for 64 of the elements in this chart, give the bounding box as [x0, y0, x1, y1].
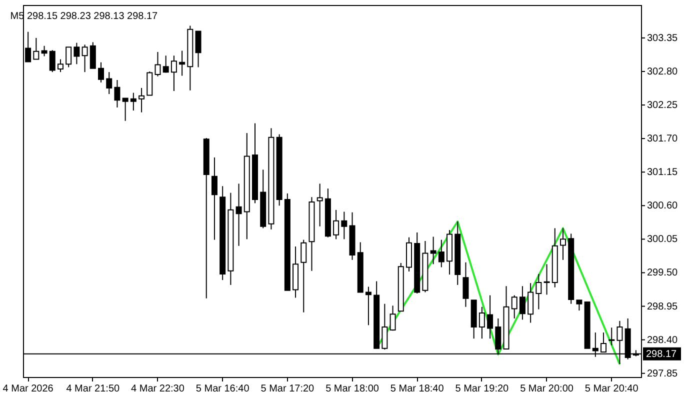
candlestick	[66, 46, 72, 68]
x-tick-label: 5 Mar 19:20	[455, 384, 510, 394]
x-tick-label: 5 Mar 18:40	[390, 384, 444, 394]
x-tick-label: 5 Mar 18:00	[326, 384, 380, 394]
candlestick	[390, 305, 396, 332]
candlestick	[154, 51, 161, 77]
x-tick-label: 4 Mar 21:50	[66, 384, 120, 394]
candlestick	[130, 92, 136, 111]
candlestick	[528, 282, 534, 324]
candlestick	[576, 300, 582, 312]
candlestick	[195, 30, 202, 68]
candlestick	[106, 72, 112, 95]
y-tick-label: 298.40	[647, 334, 678, 346]
x-tick-label: 5 Mar 20:00	[520, 384, 574, 394]
candlestick	[487, 294, 494, 340]
candlestick	[560, 228, 566, 260]
candlestick	[90, 42, 96, 69]
candlestick	[316, 183, 323, 227]
y-tick-label: 302.25	[647, 100, 678, 112]
candlestick	[544, 264, 550, 296]
candlestick	[98, 62, 104, 83]
x-tick-label: 5 Mar 20:40	[584, 384, 639, 394]
candlestick	[519, 286, 526, 320]
candlestick	[438, 239, 444, 268]
x-tick-label: 5 Mar 17:20	[260, 384, 315, 394]
candlestick	[478, 306, 485, 340]
candlestick	[536, 273, 542, 310]
y-tick-label: 299.50	[647, 268, 678, 279]
x-tick-label: 4 Mar 2026	[2, 384, 54, 394]
candlestick	[57, 58, 64, 73]
candlestick	[511, 294, 518, 319]
candlestick	[365, 286, 372, 326]
y-tick-label: 298.95	[647, 301, 678, 312]
candlestick	[170, 55, 177, 92]
candlestick	[122, 98, 128, 122]
y-tick-label: 300.05	[647, 234, 678, 246]
y-tick-label: 302.80	[647, 66, 678, 78]
candlestick	[114, 80, 120, 108]
candlestick	[300, 239, 307, 313]
candlestick	[138, 87, 145, 113]
y-tick-label: 301.70	[647, 134, 678, 145]
y-tick-label: 301.15	[647, 167, 678, 178]
candlestick	[382, 303, 388, 350]
ref-line-label: 298.17	[646, 348, 678, 360]
candlestick	[236, 183, 242, 246]
candlestick	[49, 50, 56, 73]
candlestick	[33, 37, 40, 60]
y-tick-label: 297.85	[647, 368, 678, 380]
candlestick	[146, 70, 153, 96]
candlestick	[430, 236, 436, 265]
candlestick	[179, 50, 186, 76]
x-tick-label: 5 Mar 16:40	[196, 384, 250, 394]
candlestick	[608, 327, 615, 346]
candlestick	[211, 156, 218, 240]
y-tick-label: 303.35	[647, 32, 678, 44]
candlestick	[74, 42, 80, 65]
candlestick	[82, 44, 88, 73]
candlestick	[341, 211, 348, 240]
x-tick-label: 4 Mar 22:30	[131, 384, 185, 394]
candlestick	[333, 209, 340, 240]
candlestick	[462, 262, 469, 308]
candlestick	[41, 45, 48, 57]
candlestick	[162, 55, 169, 74]
y-tick-label: 300.60	[647, 200, 678, 212]
